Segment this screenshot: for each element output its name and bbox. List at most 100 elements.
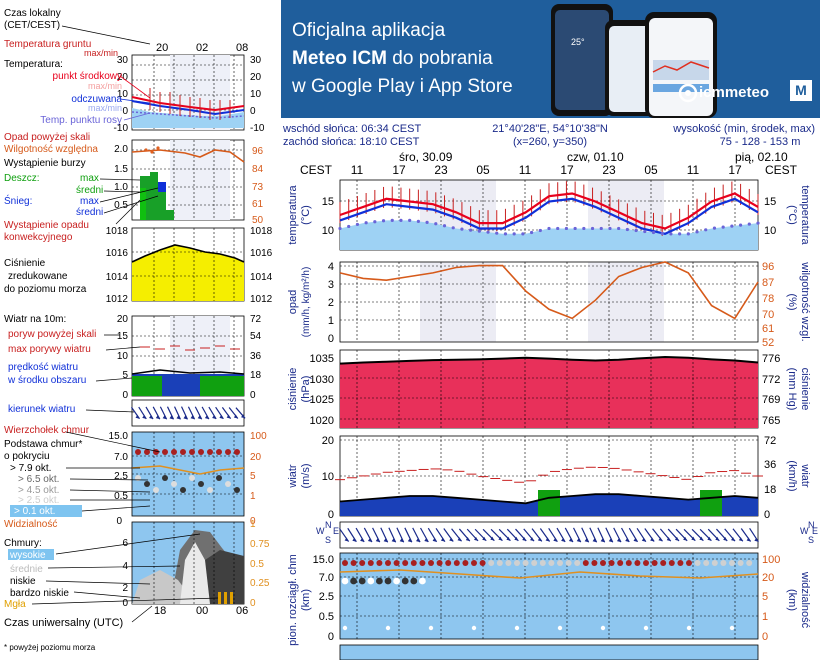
legend-cloud-base-dot bbox=[225, 481, 231, 487]
icmmeteo-logo-icon bbox=[678, 83, 698, 103]
legend-okt-65: > 6.5 okt. bbox=[18, 474, 59, 485]
legend-rh-tick-61: 61 bbox=[252, 199, 264, 210]
legend-wind-rtick-0: 0 bbox=[250, 390, 256, 401]
cloud-tick-0: 0 bbox=[328, 631, 334, 643]
legend-utc-00: 00 bbox=[196, 605, 208, 617]
cloud-top-dot bbox=[565, 560, 572, 566]
cloud-tick-15: 15.0 bbox=[313, 554, 334, 566]
press-rylabel: ciśnienie bbox=[799, 368, 811, 411]
precip-panel: opad (mm/h, kg/m²/h) 4 3 2 1 0 96 87 78 … bbox=[287, 261, 811, 349]
legend-deszcz-max: max bbox=[80, 173, 99, 184]
wind-arrowhead bbox=[155, 415, 160, 420]
tz-right: CEST bbox=[765, 163, 798, 177]
legend-wind-rtick-18: 18 bbox=[250, 370, 262, 381]
legend-burza: Wystąpienie burzy bbox=[4, 158, 86, 169]
dew-point-dot bbox=[678, 232, 682, 236]
banner-download: do pobrania bbox=[387, 48, 493, 69]
sunset: zachód słońca: 18:10 CEST bbox=[283, 136, 420, 148]
precip-tick-2: 2 bbox=[328, 297, 334, 309]
press-runit: (mm Hg) bbox=[786, 368, 798, 411]
cloud-ylabel: pion. rozciągł. chm bbox=[287, 554, 299, 646]
press-unit: (hPa) bbox=[300, 376, 312, 403]
dew-point-dot bbox=[364, 221, 368, 225]
wind-rtick-36: 36 bbox=[764, 459, 776, 471]
press-tick-1020: 1020 bbox=[310, 415, 334, 427]
wind-arrowhead bbox=[699, 536, 704, 541]
banner-brand: icmmeteo bbox=[699, 84, 770, 101]
low-cloud-dot bbox=[600, 625, 606, 631]
cloud-top-dot bbox=[539, 560, 546, 566]
legend-rh-tick-84: 84 bbox=[252, 164, 264, 175]
phones-image: 25° bbox=[551, 4, 717, 118]
low-cloud-dot bbox=[557, 625, 563, 631]
legend-temp-tick-30: 30 bbox=[117, 55, 129, 66]
cloud-top-dot bbox=[419, 560, 426, 566]
dew-point-dot bbox=[608, 226, 612, 231]
precip-ylabel: opad bbox=[287, 290, 299, 314]
tz-left: CEST bbox=[300, 163, 333, 177]
wind-arrowhead bbox=[449, 537, 454, 542]
legend-deszcz: Deszcz: bbox=[4, 173, 40, 184]
precip-unit: (mm/h, kg/m²/h) bbox=[301, 267, 312, 338]
wind-arrowhead bbox=[674, 536, 679, 541]
legend-max-porywy: max porywy wiatru bbox=[8, 344, 91, 355]
legend-temp-tick-m10: -10 bbox=[114, 123, 129, 134]
precip-tick-1: 1 bbox=[328, 315, 334, 327]
wind-arrowhead bbox=[457, 537, 462, 542]
cloud-top-dot bbox=[462, 560, 469, 566]
cloud-top-dot bbox=[428, 560, 434, 566]
cloud-top-dot bbox=[711, 560, 718, 566]
legend-wind-tick-20: 20 bbox=[117, 314, 129, 325]
dew-point-dot bbox=[660, 231, 664, 236]
press-tick-1035: 1035 bbox=[310, 353, 334, 365]
wind-rtick-0: 0 bbox=[764, 509, 770, 521]
dew-point-dot bbox=[486, 230, 490, 234]
legend-kierunek: kierunek wiatru bbox=[8, 404, 75, 415]
wind-arrowhead bbox=[399, 538, 404, 543]
legend-widzialnosc: Widzialność bbox=[4, 519, 57, 530]
legend-vis-tick-5: 5 bbox=[250, 471, 256, 482]
dew-point-dot bbox=[469, 228, 473, 232]
wind-arrowhead bbox=[344, 537, 349, 542]
legend-wysokie: wysokie bbox=[9, 550, 46, 561]
legend-gruntu-maxmin: max/min bbox=[84, 48, 118, 58]
legend-poryw-skali: poryw powyżej skali bbox=[8, 329, 96, 340]
legend-czas-lokalny: Czas lokalny bbox=[4, 8, 61, 19]
legend-cloud-top-dot bbox=[216, 449, 222, 455]
wind-green-band bbox=[700, 490, 722, 516]
wind-arrowhead bbox=[683, 536, 688, 541]
temp-tick-10: 10 bbox=[322, 225, 334, 237]
wind-arrowhead bbox=[360, 537, 365, 542]
wind-arrowhead bbox=[416, 538, 421, 543]
cloud-top-dot bbox=[342, 560, 348, 566]
legend-chmury: Chmury: bbox=[4, 538, 42, 549]
dew-point-dot bbox=[747, 222, 751, 226]
wind-arrowhead bbox=[233, 414, 238, 419]
legend-cl-rtick-1: 1 bbox=[250, 519, 256, 530]
cloud-top-dot bbox=[445, 560, 452, 566]
temp-runit: (°C) bbox=[786, 205, 798, 225]
day-label: pią, 02.10 bbox=[735, 150, 788, 164]
pressure-panel: ciśnienie (hPa) 1035 1030 1025 1020 776 … bbox=[287, 349, 811, 429]
legend-cisnienie-3: do poziomu morza bbox=[4, 284, 87, 295]
low-cloud-dot bbox=[686, 625, 692, 631]
press-rtick-776: 776 bbox=[762, 353, 780, 365]
wind-arrowhead bbox=[407, 538, 412, 543]
legend-vis-tick-20: 20 bbox=[250, 452, 262, 463]
dew-point-dot bbox=[442, 224, 447, 228]
cloud-top-dot bbox=[582, 560, 589, 566]
legend-cloud-top-dot bbox=[189, 449, 195, 455]
wind-arrowhead bbox=[537, 537, 542, 542]
wind-arrow bbox=[581, 527, 590, 543]
wind-arrowhead bbox=[498, 536, 503, 541]
wind-arrow bbox=[180, 406, 189, 420]
vis-tick-20: 20 bbox=[762, 572, 774, 584]
app-banner[interactable]: Oficjalna aplikacja Meteo ICM do pobrani… bbox=[281, 0, 820, 118]
wind-arrowhead bbox=[197, 415, 202, 420]
wind-arrow bbox=[388, 527, 397, 543]
legend-wind-tick-0: 0 bbox=[122, 390, 128, 401]
legend-snieg-sredni: średni bbox=[76, 207, 103, 218]
wind-arrowhead bbox=[432, 537, 437, 542]
dew-point-dot bbox=[686, 232, 690, 236]
legend-cl-rtick-025: 0.25 bbox=[250, 578, 270, 589]
